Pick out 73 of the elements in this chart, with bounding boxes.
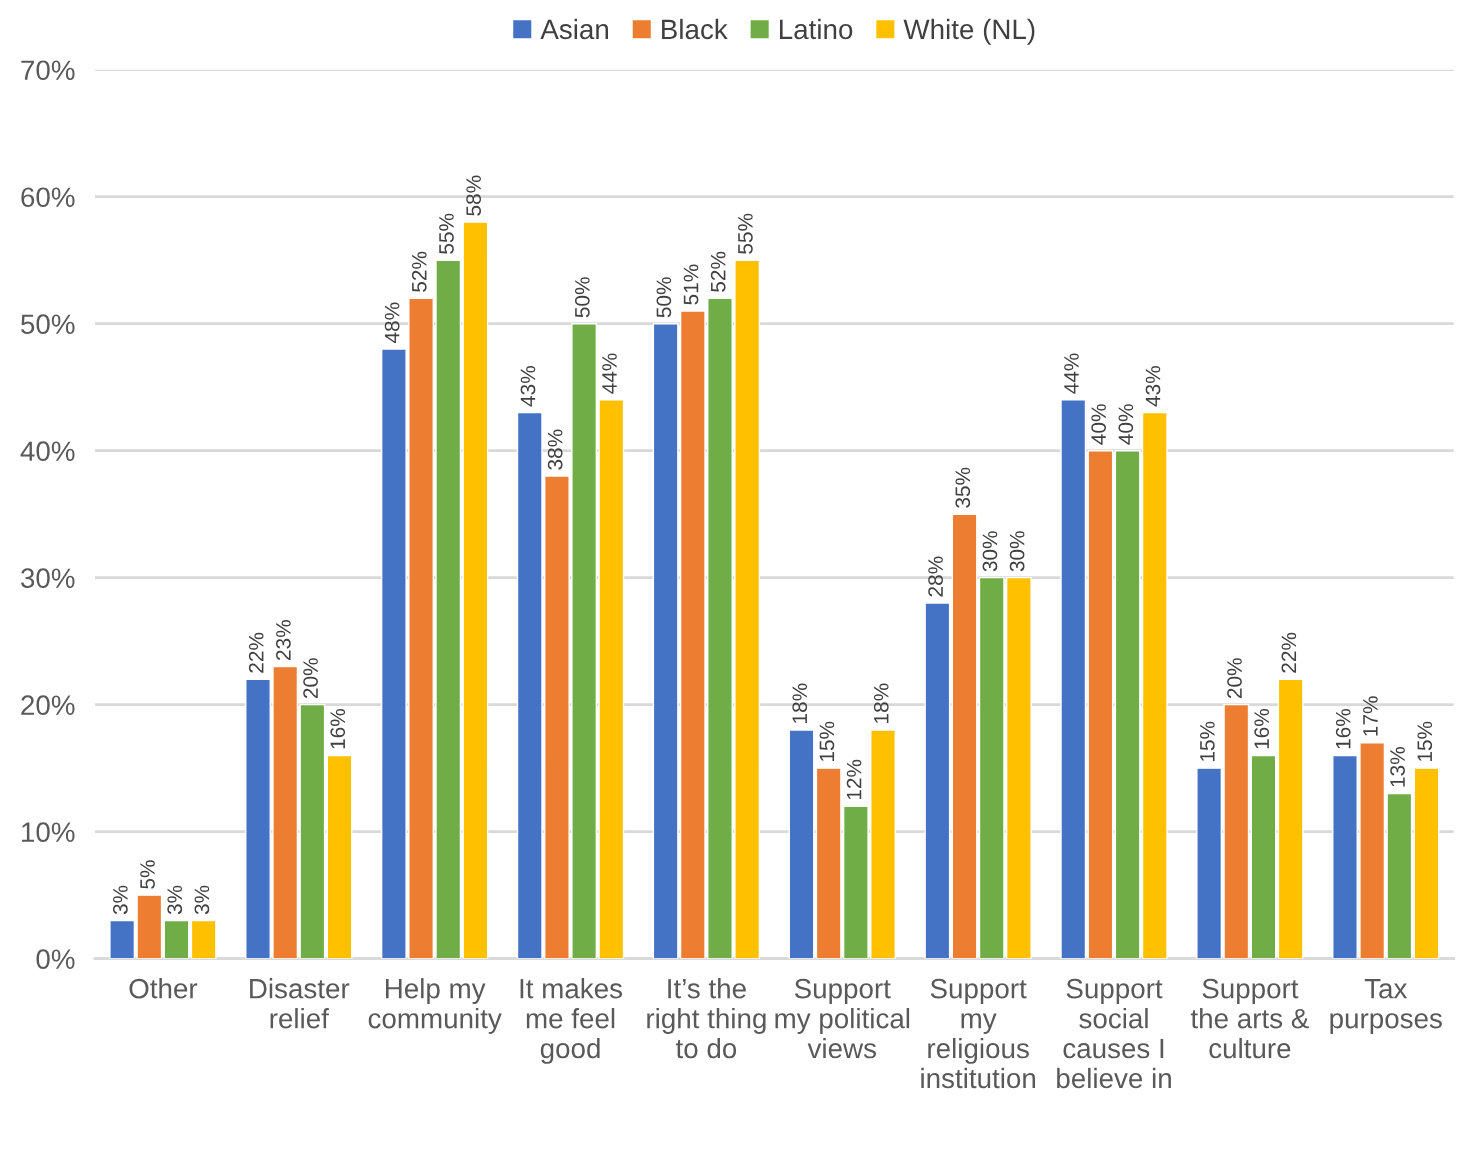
data-label: 16% <box>1254 708 1270 749</box>
bar <box>1087 449 1114 959</box>
data-label: 18% <box>873 683 889 723</box>
x-tick-label: Support the arts & culture <box>1190 978 1309 1059</box>
data-label: 38% <box>547 429 563 470</box>
data-label: 15% <box>1417 721 1433 762</box>
data-label: 44% <box>1064 353 1079 394</box>
data-label: 23% <box>276 620 291 660</box>
bar <box>1060 399 1087 959</box>
data-label: 3% <box>167 885 183 915</box>
data-label: 44% <box>602 353 617 394</box>
data-label: 52% <box>710 251 726 292</box>
data-label: 18% <box>792 683 808 723</box>
data-label: 52% <box>411 251 427 292</box>
data-label: 58% <box>466 175 481 216</box>
y-tick-label: 0% <box>36 949 75 969</box>
y-tick-label: 60% <box>21 187 75 208</box>
bar <box>924 602 951 959</box>
data-label: 17% <box>1363 696 1378 736</box>
data-label: 43% <box>1145 366 1161 407</box>
x-tick-label: Support social causes I believe in <box>1057 978 1171 1089</box>
bar <box>1413 767 1440 959</box>
x-tick-label: Other <box>129 978 198 999</box>
bar <box>326 754 353 959</box>
legend-label: Black <box>662 18 728 40</box>
x-tick-label: It makes me feel good <box>520 978 622 1064</box>
legend-label: White (NL) <box>903 18 1035 45</box>
data-label: 16% <box>1335 708 1351 749</box>
bar <box>1250 754 1277 959</box>
x-tick-label: It’s the right thing to do <box>647 978 766 1059</box>
data-label: 50% <box>574 277 590 318</box>
data-label: 55% <box>439 213 454 254</box>
data-label: 3% <box>194 885 210 915</box>
data-label: 15% <box>1200 721 1215 762</box>
bar <box>951 513 978 959</box>
data-label: 40% <box>1118 404 1134 445</box>
x-tick-label: Support my religious institution <box>921 978 1036 1089</box>
x-tick-label: Help my community <box>368 978 502 1034</box>
bar <box>190 919 217 959</box>
legend-label: Asian <box>540 18 608 40</box>
y-tick-label: 50% <box>21 314 75 335</box>
data-label: 5% <box>140 860 155 889</box>
x-tick-label: Support my political views <box>775 978 910 1059</box>
y-tick-label: 40% <box>20 441 75 462</box>
data-label: 43% <box>520 366 536 407</box>
data-label: 20% <box>303 658 318 699</box>
y-tick-label: 70% <box>21 60 75 81</box>
data-label: 28% <box>928 556 943 597</box>
data-label: 20% <box>1227 658 1242 699</box>
x-tick-label: Tax purposes <box>1330 979 1442 1034</box>
data-label: 50% <box>656 277 672 318</box>
x-tick-label: Disaster relief <box>250 978 350 1029</box>
bar <box>1277 678 1304 959</box>
bar <box>788 729 815 959</box>
y-tick-label: 10% <box>22 822 75 842</box>
data-label: 13% <box>1390 747 1405 787</box>
data-label: 30% <box>1009 531 1025 572</box>
data-label: 35% <box>955 467 971 508</box>
data-label: 22% <box>1281 632 1297 673</box>
data-label: 30% <box>982 531 998 572</box>
data-label: 48% <box>384 302 400 344</box>
data-label: 55% <box>738 213 753 254</box>
bar <box>163 919 190 959</box>
data-label: 51% <box>683 264 699 305</box>
data-label: 12% <box>846 759 862 800</box>
legend-label: Latino <box>780 18 853 40</box>
data-label: 3% <box>112 885 128 915</box>
y-tick-label: 20% <box>21 695 75 716</box>
y-tick-label: 30% <box>20 568 75 589</box>
data-label: 22% <box>248 632 264 673</box>
data-label: 40% <box>1091 404 1107 445</box>
data-label: 15% <box>819 721 835 762</box>
data-label: 16% <box>330 708 346 749</box>
